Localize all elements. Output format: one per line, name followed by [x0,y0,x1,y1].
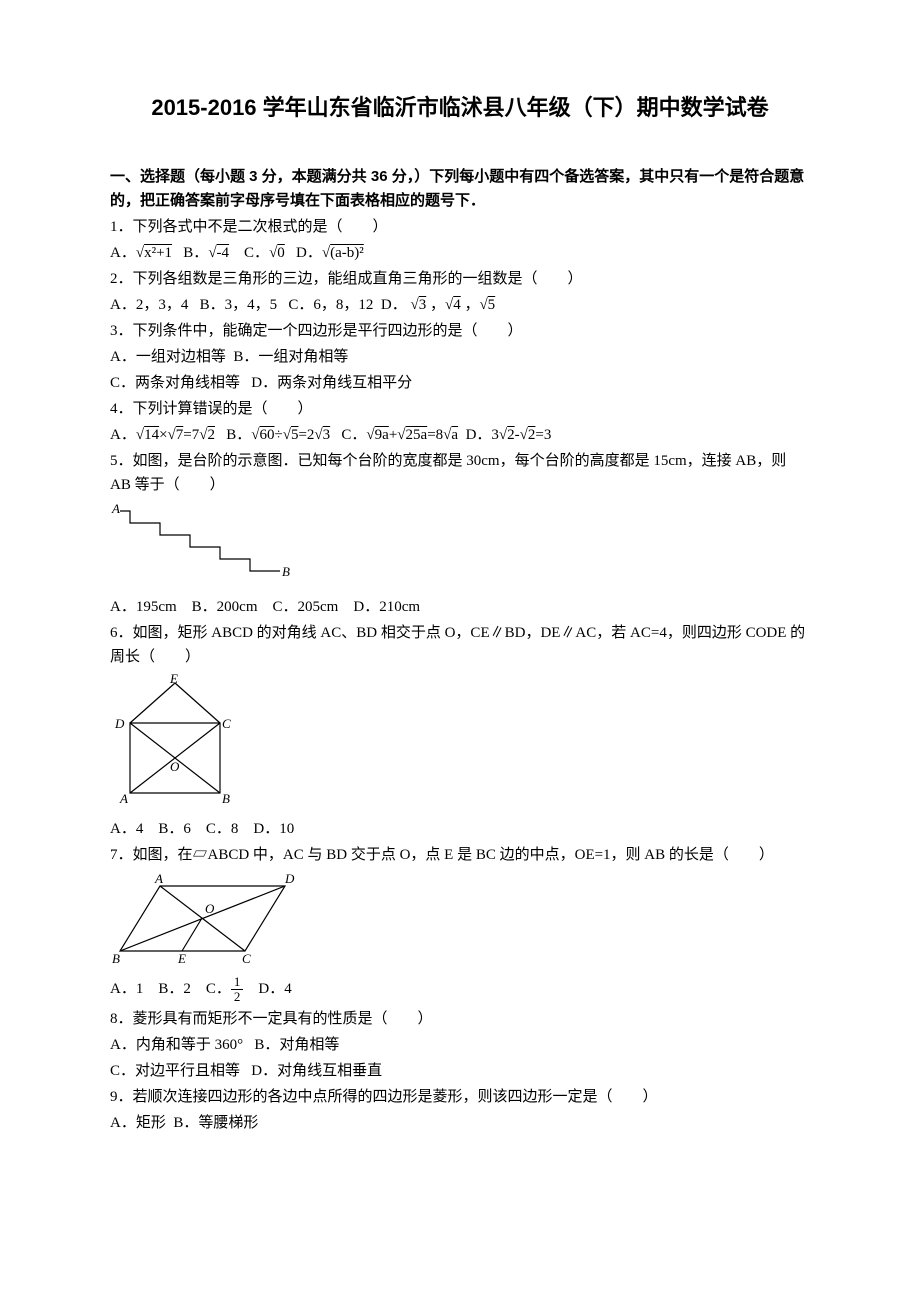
q4-options: A．√14×√7=7√2 B．√60÷√5=2√3 C．√9a+√25a=8√a… [110,423,810,447]
q6-optA: A．4 [110,821,143,837]
q3-options-line2: C．两条对角线相等 D．两条对角线互相平分 [110,371,810,395]
q3-optD: D．两条对角线互相平分 [251,375,412,391]
q7-optA: A．1 [110,981,143,997]
q4-optA-math: √14×√7=7√2 [136,427,215,443]
q6-options: A．4 B．6 C．8 D．10 [110,817,810,841]
q7-labelE: E [177,951,186,966]
q6-optC: C．8 [206,821,239,837]
q1-optB-label: B． [183,245,208,261]
q1-optC-label: C． [244,245,269,261]
q7-labelC: C [242,951,251,966]
section-header: 一、选择题（每小题 3 分，本题满分共 36 分，）下列每小题中有四个备选答案，… [110,165,810,213]
q5-optB: B．200cm [192,599,258,615]
q8-optD: D．对角线互相垂直 [251,1063,382,1079]
q3-optC: C．两条对角线相等 [110,375,240,391]
q5-optD: D．210cm [353,599,420,615]
q1-optA-label: A． [110,245,136,261]
q7-optC-label: C． [206,981,231,997]
q1-options: A．√x²+1 B．√-4 C．√0 D．√(a-b)² [110,241,810,265]
q1-optD-label: D． [296,245,322,261]
q3-text: 3．下列条件中，能确定一个四边形是平行四边形的是（ ） [110,319,810,343]
q6-text: 6．如图，矩形 ABCD 的对角线 AC、BD 相交于点 O，CE∥BD，DE∥… [110,621,810,669]
q5-labelB: B [282,564,290,579]
q7-labelA: A [154,871,163,886]
q7-optC-frac: 12 [231,975,244,1005]
q3-optB: B．一组对角相等 [233,349,348,365]
q7-labelD: D [284,871,295,886]
q3-optA: A．一组对边相等 [110,349,226,365]
q6-labelC: C [222,716,231,731]
q3-options-line1: A．一组对边相等 B．一组对角相等 [110,345,810,369]
q7-options: A．1 B．2 C．12 D．4 [110,975,810,1005]
q6-labelB: B [222,791,230,806]
q9-options: A．矩形 B．等腰梯形 [110,1111,810,1135]
q5-optC: C．205cm [273,599,339,615]
q2-optD-label: D． [381,297,407,313]
q8-optC: C．对边平行且相等 [110,1063,240,1079]
q7-text: 7．如图，在▱ABCD 中，AC 与 BD 交于点 O，点 E 是 BC 边的中… [110,843,810,867]
q7-frac-num: 1 [231,975,244,990]
q8-options-line1: A．内角和等于 360° B．对角相等 [110,1033,810,1057]
q5-text: 5．如图，是台阶的示意图．已知每个台阶的宽度都是 30cm，每个台阶的高度都是 … [110,449,810,497]
q9-text: 9．若顺次连接四边形的各边中点所得的四边形是菱形，则该四边形一定是（ ） [110,1085,810,1109]
q4-optB-math: √60÷√5=2√3 [251,427,330,443]
q6-labelO: O [170,759,180,774]
q7-figure: A D B C E O [110,871,300,971]
q5-labelA: A [111,501,120,516]
q6-labelE: E [169,673,178,686]
q2-options: A．2，3，4 B．3，4，5 C．6，8，12 D． √3 ，√4 ，√5 [110,293,810,317]
q2-optA: A．2，3，4 [110,297,188,313]
q4-optA-label: A． [110,427,136,443]
q6-optD: D．10 [253,821,294,837]
q1-optD-math: √(a-b)² [322,245,364,261]
q4-text: 4．下列计算错误的是（ ） [110,397,810,421]
q1-optB-math: √-4 [208,245,229,261]
q6-labelD: D [114,716,125,731]
q6-optB: B．6 [158,821,191,837]
q2-optB: B．3，4，5 [200,297,278,313]
q6-figure: D C A B E O [110,673,240,813]
q2-text: 2．下列各组数是三角形的三边，能组成直角三角形的一组数是（ ） [110,267,810,291]
q4-optC-label: C． [341,427,366,443]
page-title: 2015-2016 学年山东省临沂市临沭县八年级（下）期中数学试卷 [110,90,810,125]
q1-text: 1．下列各式中不是二次根式的是（ ） [110,215,810,239]
q4-optC-math: √9a+√25a=8√a [366,427,458,443]
q1-optC-math: √0 [269,245,285,261]
q7-optB: B．2 [158,981,191,997]
q4-optD-label: D． [466,427,492,443]
q6-labelA: A [119,791,128,806]
q4-optD-math: 3√2-√2=3 [491,427,551,443]
q1-optA-math: √x²+1 [136,245,172,261]
q8-options-line2: C．对边平行且相等 D．对角线互相垂直 [110,1059,810,1083]
q8-text: 8．菱形具有而矩形不一定具有的性质是（ ） [110,1007,810,1031]
q9-optB: B．等腰梯形 [173,1115,258,1131]
q8-optB: B．对角相等 [254,1037,339,1053]
q5-optA: A．195cm [110,599,177,615]
q5-options: A．195cm B．200cm C．205cm D．210cm [110,595,810,619]
q7-optD: D．4 [258,981,291,997]
q7-labelO: O [205,901,215,916]
q5-figure: A B [110,501,290,591]
q4-optB-label: B． [226,427,251,443]
q7-frac-den: 2 [231,990,244,1004]
q8-optA: A．内角和等于 360° [110,1037,243,1053]
q9-optA: A．矩形 [110,1115,166,1131]
q2-optC: C．6，8，12 [288,297,373,313]
q7-labelB: B [112,951,120,966]
q2-optD-math: √3 ，√4 ，√5 [410,297,495,313]
